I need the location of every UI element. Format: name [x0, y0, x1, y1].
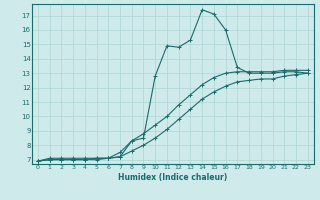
X-axis label: Humidex (Indice chaleur): Humidex (Indice chaleur): [118, 173, 228, 182]
